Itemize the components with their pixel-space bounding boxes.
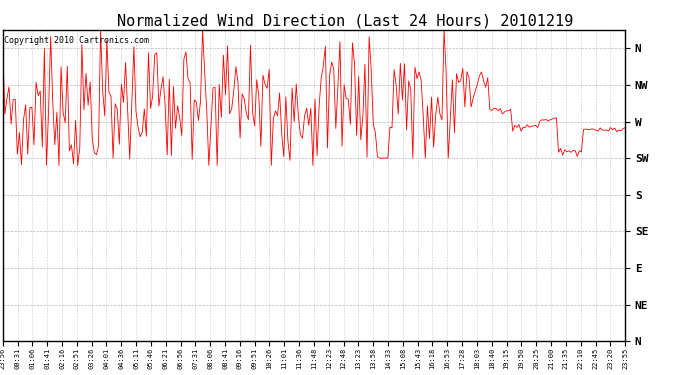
- Text: Copyright 2010 Cartronics.com: Copyright 2010 Cartronics.com: [4, 36, 149, 45]
- Text: Normalized Wind Direction (Last 24 Hours) 20101219: Normalized Wind Direction (Last 24 Hours…: [117, 13, 573, 28]
